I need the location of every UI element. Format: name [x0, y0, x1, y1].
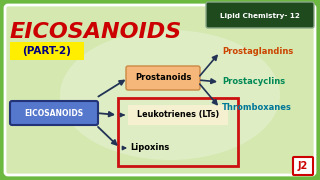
- Text: Thromboxanes: Thromboxanes: [222, 103, 292, 112]
- Text: Prostacyclins: Prostacyclins: [222, 78, 285, 87]
- Bar: [10, 42, 84, 60]
- FancyBboxPatch shape: [126, 66, 200, 90]
- Ellipse shape: [60, 30, 280, 160]
- Text: Lipid Chemistry- 12: Lipid Chemistry- 12: [220, 13, 300, 19]
- Text: (PART-2): (PART-2): [23, 46, 71, 56]
- FancyBboxPatch shape: [206, 2, 314, 28]
- Text: Lipoxins: Lipoxins: [130, 143, 170, 152]
- Text: EICOSANOIDS: EICOSANOIDS: [24, 109, 84, 118]
- Text: Prostaglandins: Prostaglandins: [222, 48, 293, 57]
- Bar: [118, 98, 238, 166]
- FancyBboxPatch shape: [293, 157, 313, 175]
- FancyBboxPatch shape: [5, 5, 315, 175]
- Text: Prostanoids: Prostanoids: [135, 73, 191, 82]
- Text: J2: J2: [298, 161, 308, 171]
- FancyBboxPatch shape: [10, 101, 98, 125]
- Text: EICOSANOIDS: EICOSANOIDS: [10, 22, 182, 42]
- FancyBboxPatch shape: [128, 105, 228, 125]
- Text: Leukotrienes (LTs): Leukotrienes (LTs): [137, 111, 219, 120]
